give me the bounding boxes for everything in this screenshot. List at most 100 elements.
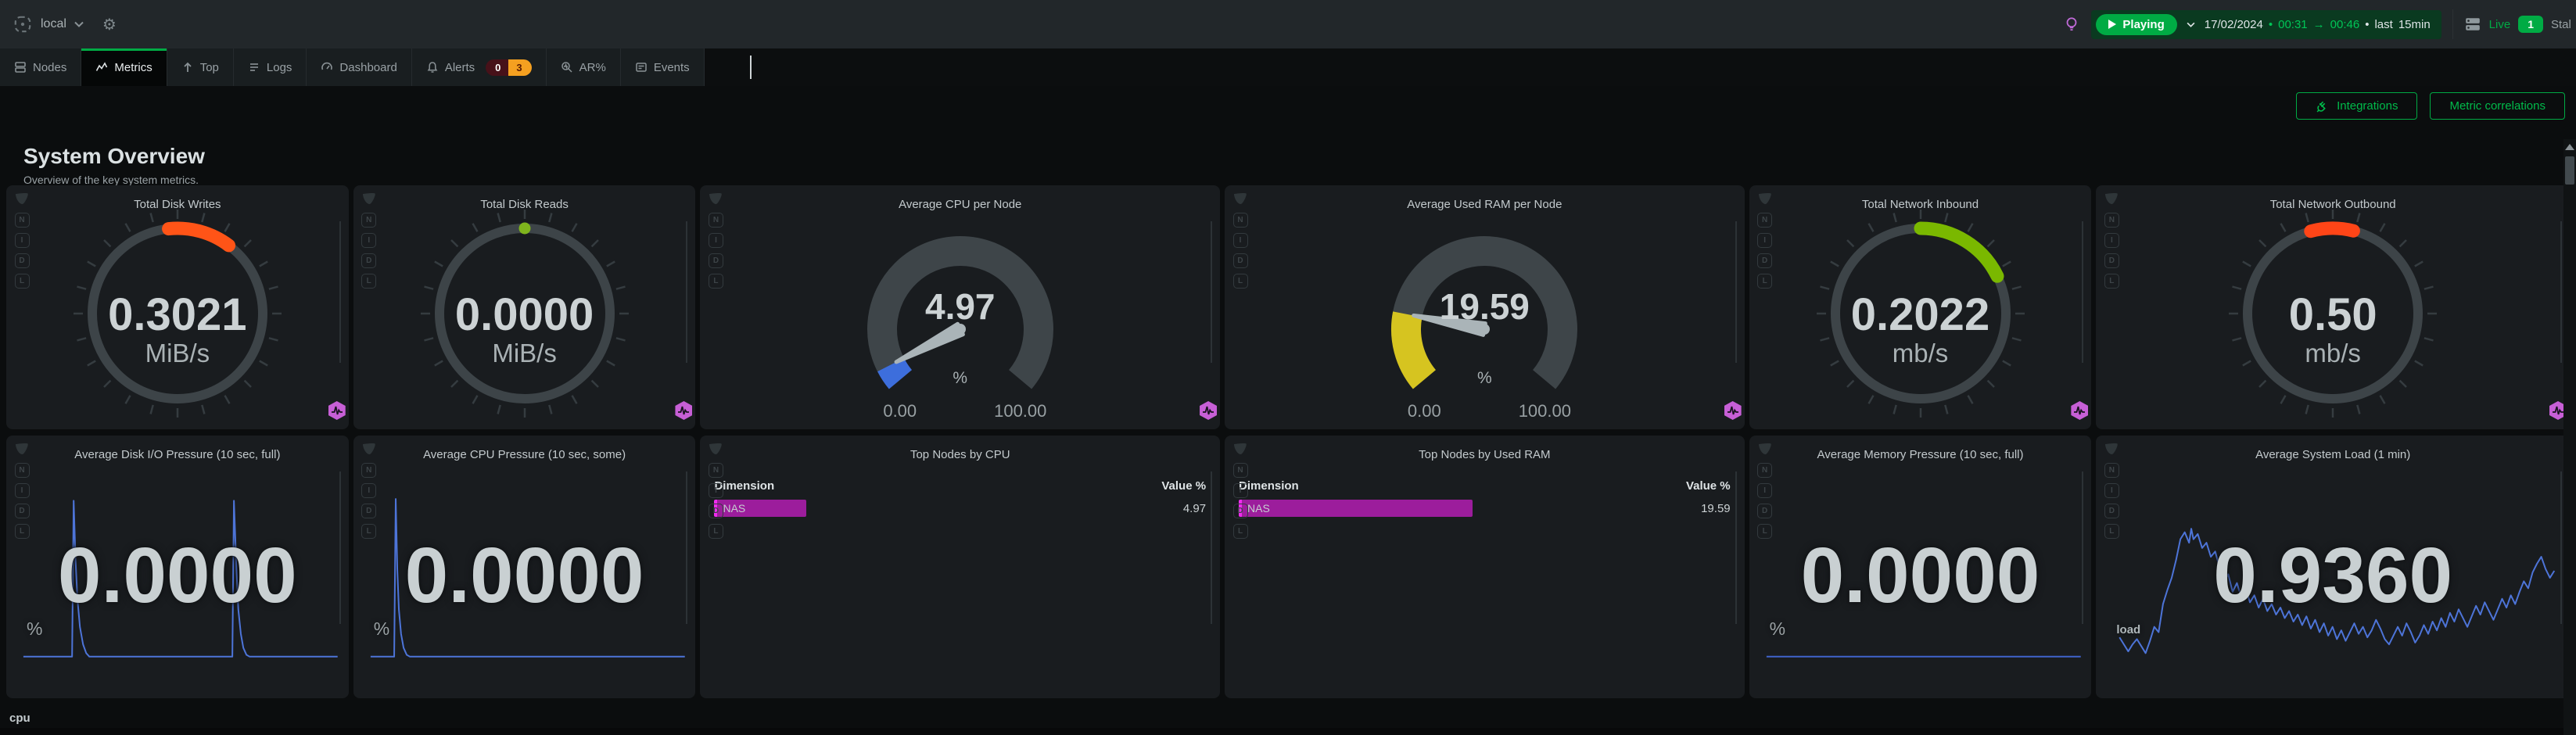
toolbox-d-icon[interactable]: D — [361, 504, 377, 518]
toolbox-d-icon[interactable]: D — [1757, 504, 1773, 518]
chart-card-avg-system-load: N I D L Average System Load (1 min) 0.9360 l… — [2096, 436, 2570, 698]
toolbox-i-icon[interactable]: I — [1232, 233, 1248, 248]
easypie-gauge[interactable] — [2215, 196, 2450, 429]
toolbox-n-icon[interactable]: N — [1232, 463, 1248, 478]
line-chart[interactable] — [353, 436, 696, 698]
space-icon[interactable] — [13, 14, 33, 34]
toolbox-n-icon[interactable]: N — [1232, 213, 1248, 228]
insights-bulb-icon[interactable] — [2063, 16, 2080, 33]
table-row[interactable]: NAS 19.59 — [1239, 500, 1731, 517]
chart-scroll-line — [1211, 221, 1213, 363]
scrollbar-thumb[interactable] — [2565, 156, 2574, 185]
date-range[interactable]: 17/02/2024 • 00:31 → 00:46 • last 15min — [2204, 17, 2431, 31]
tab-nodes[interactable]: Nodes — [0, 48, 82, 86]
toolbox-i-icon[interactable]: I — [1232, 483, 1248, 498]
dimension-bar[interactable]: NAS — [1239, 500, 1473, 517]
metric-correlations-button[interactable]: Metric correlations — [2430, 92, 2565, 120]
space-chevron-down-icon[interactable] — [74, 21, 84, 27]
toolbox-n-icon[interactable]: N — [361, 463, 377, 478]
tab-metrics[interactable]: Metrics — [81, 48, 167, 86]
toolbox-i-icon[interactable]: I — [361, 233, 377, 248]
dimension-bar[interactable]: NAS — [714, 500, 806, 517]
toolbox-i-icon[interactable]: I — [2104, 483, 2119, 498]
toolbox-d-icon[interactable]: D — [1757, 253, 1773, 268]
scroll-up-arrow-icon[interactable] — [2565, 144, 2574, 150]
chart-value: 0.2022 — [1850, 289, 1990, 340]
toolbox-l-icon[interactable]: L — [361, 274, 377, 289]
easypie-gauge[interactable] — [1803, 196, 2038, 429]
easypie-gauge[interactable] — [60, 196, 295, 429]
tab-top[interactable]: Top — [167, 48, 234, 86]
toolbox-n-icon[interactable]: N — [1757, 463, 1773, 478]
toolbox-n-icon[interactable]: N — [14, 213, 30, 228]
line-chart[interactable] — [2096, 436, 2570, 698]
stale-label[interactable]: Stal — [2551, 17, 2571, 31]
anomaly-rate-icon[interactable] — [1724, 401, 1742, 420]
tab-dashboard[interactable]: Dashboard — [307, 48, 412, 86]
tab-anomaly-rate[interactable]: AR% — [546, 48, 621, 86]
toolbox-i-icon[interactable]: I — [361, 483, 377, 498]
toolbox-n-icon[interactable]: N — [708, 463, 723, 478]
chart-card-avg-cpu-per-node: N I D L Average CPU per Node 4.97 % 0.00 100… — [700, 185, 1221, 429]
toolbox-l-icon[interactable]: L — [708, 524, 723, 539]
line-chart[interactable] — [6, 436, 349, 698]
toolbox-d-icon[interactable]: D — [14, 253, 30, 268]
toolbox-i-icon[interactable]: I — [1757, 483, 1773, 498]
playing-button[interactable]: Playing — [2096, 13, 2177, 35]
anomaly-rate-icon[interactable] — [2549, 401, 2567, 420]
toolbox-d-icon[interactable]: D — [1232, 504, 1248, 518]
toolbox-l-icon[interactable]: L — [1757, 524, 1773, 539]
space-name[interactable]: local — [41, 17, 66, 30]
toolbox-d-icon[interactable]: D — [361, 253, 377, 268]
toolbox-l-icon[interactable]: L — [2104, 524, 2119, 539]
toolbox-n-icon[interactable]: N — [14, 463, 30, 478]
anomaly-rate-icon[interactable] — [2071, 401, 2089, 420]
toolbox-l-icon[interactable]: L — [1232, 524, 1248, 539]
toolbox-d-icon[interactable]: D — [708, 253, 723, 268]
toolbox-i-icon[interactable]: I — [708, 233, 723, 248]
chart-card-total-network-inbound: N I D L Total Network Inbound 0.2022 mb/s — [1749, 185, 2092, 429]
toolbox-n-icon[interactable]: N — [2104, 463, 2119, 478]
toolbox-d-icon[interactable]: D — [2104, 253, 2119, 268]
toolbox-i-icon[interactable]: I — [14, 233, 30, 248]
anomaly-rate-icon[interactable] — [675, 401, 693, 420]
toolbox-d-icon[interactable]: D — [708, 504, 723, 518]
integrations-button[interactable]: Integrations — [2296, 92, 2418, 120]
toolbox-d-icon[interactable]: D — [14, 504, 30, 518]
tab-alerts[interactable]: Alerts 0 3 — [411, 48, 547, 86]
settings-gear-icon[interactable]: ⚙ — [102, 16, 117, 34]
line-chart[interactable] — [1749, 436, 2092, 698]
page-scrollbar[interactable] — [2563, 139, 2576, 735]
toolbox-i-icon[interactable]: I — [14, 483, 30, 498]
easypie-gauge[interactable] — [407, 196, 642, 429]
toolbox-n-icon[interactable]: N — [1757, 213, 1773, 228]
tab-logs[interactable]: Logs — [233, 48, 307, 86]
toolbox-n-icon[interactable]: N — [708, 213, 723, 228]
toolbox-l-icon[interactable]: L — [1757, 274, 1773, 289]
live-label[interactable]: Live — [2488, 17, 2511, 31]
table-row[interactable]: NAS 4.97 — [714, 500, 1206, 517]
chart-value: 0.0000 — [404, 532, 644, 619]
toolbox-i-icon[interactable]: I — [708, 483, 723, 498]
toolbox-n-icon[interactable]: N — [2104, 213, 2119, 228]
toolbox-l-icon[interactable]: L — [708, 274, 723, 289]
toolbox-d-icon[interactable]: D — [2104, 504, 2119, 518]
live-count-badge[interactable]: 1 — [2518, 16, 2543, 33]
chart-unit: MiB/s — [492, 339, 557, 368]
toolbox-n-icon[interactable]: N — [361, 213, 377, 228]
playback-chevron-down-icon[interactable] — [2187, 22, 2195, 27]
toolbox-l-icon[interactable]: L — [361, 524, 377, 539]
toolbox-i-icon[interactable]: I — [2104, 233, 2119, 248]
toolbox-l-icon[interactable]: L — [1232, 274, 1248, 289]
toolbox-l-icon[interactable]: L — [2104, 274, 2119, 289]
anomaly-rate-icon[interactable] — [328, 401, 346, 420]
toolbox-i-icon[interactable]: I — [1757, 233, 1773, 248]
toolbox-l-icon[interactable]: L — [14, 524, 30, 539]
tab-events[interactable]: Events — [620, 48, 705, 86]
toolbox-d-icon[interactable]: D — [1232, 253, 1248, 268]
toolbox-l-icon[interactable]: L — [14, 274, 30, 289]
gauge-chart[interactable] — [835, 196, 1085, 429]
gauge-chart[interactable] — [1359, 196, 1609, 429]
anomaly-rate-icon[interactable] — [1200, 401, 1218, 420]
